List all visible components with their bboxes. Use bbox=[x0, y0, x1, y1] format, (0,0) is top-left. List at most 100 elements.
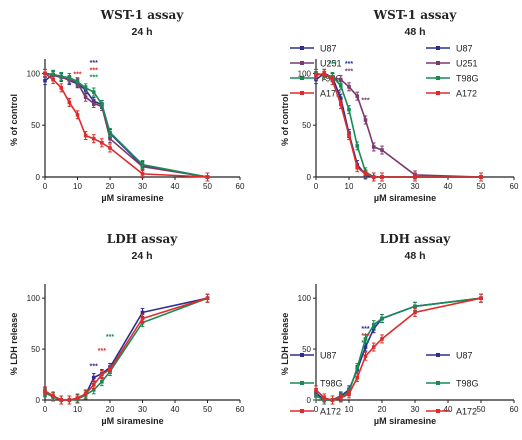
chart-title: LDH assay bbox=[107, 232, 178, 246]
data-point bbox=[51, 72, 55, 77]
data-point bbox=[91, 101, 96, 106]
series-line bbox=[44, 297, 208, 401]
data-point bbox=[100, 379, 104, 384]
x-tick-label: 60 bbox=[510, 405, 519, 414]
data-point bbox=[91, 136, 96, 141]
data-point bbox=[347, 85, 351, 89]
chart-panel-2: WST-1 assay 48 h 0 10 20 30 40 50 60 0 50 100 µM sir… bbox=[280, 8, 519, 203]
legend-item-t98g: T98G bbox=[290, 379, 343, 389]
legend-swatch-marker bbox=[300, 76, 304, 80]
data-point bbox=[43, 78, 47, 83]
data-point bbox=[355, 365, 360, 370]
significance-annotation: *** bbox=[361, 333, 369, 340]
data-point bbox=[67, 75, 72, 80]
data-point bbox=[355, 94, 360, 98]
significance-annotation: *** bbox=[106, 334, 114, 341]
data-point bbox=[338, 102, 343, 107]
data-point bbox=[347, 392, 351, 396]
chart-subtitle: 24 h bbox=[131, 250, 152, 262]
chart-panel-1: WST-1 assay 24 h 0 10 20 30 40 50 60 0 50 100 µM sir… bbox=[9, 8, 343, 203]
data-point bbox=[67, 398, 72, 402]
legend-label: U87 bbox=[456, 351, 473, 361]
legend-label: U251 bbox=[320, 59, 342, 69]
x-tick-label: 60 bbox=[236, 405, 245, 414]
legend-label: U87 bbox=[456, 44, 473, 54]
x-tick-label: 0 bbox=[314, 182, 319, 191]
legend-item-a172: A172 bbox=[290, 407, 341, 417]
x-tick-label: 40 bbox=[171, 182, 180, 191]
data-point bbox=[83, 133, 88, 138]
legend-item-a172: A172 bbox=[426, 407, 477, 417]
y-tick-label: 100 bbox=[298, 69, 312, 78]
data-point bbox=[108, 367, 112, 372]
series-a172 bbox=[43, 293, 210, 405]
legend-item-a172: A172 bbox=[290, 89, 341, 99]
chart-title: WST-1 assay bbox=[100, 8, 185, 22]
significance-annotation: *** bbox=[361, 97, 369, 104]
data-point bbox=[67, 100, 72, 105]
data-point bbox=[43, 389, 47, 393]
y-axis-label: % of control bbox=[280, 94, 290, 146]
x-tick-label: 0 bbox=[43, 405, 48, 414]
data-point bbox=[347, 107, 351, 112]
x-tick-label: 10 bbox=[345, 405, 354, 414]
series-t98g bbox=[43, 68, 210, 182]
legend-swatch-marker bbox=[436, 409, 440, 413]
data-point bbox=[59, 86, 64, 90]
series-line bbox=[44, 72, 208, 178]
x-tick-label: 40 bbox=[444, 182, 453, 191]
data-point bbox=[59, 398, 64, 402]
data-point bbox=[108, 130, 112, 135]
x-axis-label: µM siramesine bbox=[101, 193, 163, 203]
legend-swatch-marker bbox=[300, 381, 304, 385]
legend-swatch-marker bbox=[436, 76, 440, 80]
y-tick-label: 100 bbox=[27, 294, 41, 303]
data-point bbox=[100, 102, 104, 107]
y-tick-label: 0 bbox=[36, 396, 41, 405]
series-u87 bbox=[43, 69, 210, 182]
data-point bbox=[314, 394, 318, 398]
legend-item-u87: U87 bbox=[290, 351, 337, 361]
series-a172 bbox=[314, 68, 483, 182]
data-point bbox=[91, 90, 96, 94]
data-point bbox=[205, 175, 210, 179]
data-point bbox=[338, 77, 343, 82]
data-point bbox=[59, 74, 64, 79]
data-point bbox=[91, 382, 96, 387]
data-point bbox=[140, 172, 145, 176]
data-point bbox=[83, 392, 88, 396]
legend-item-t98g: T98G bbox=[426, 74, 479, 84]
series-u87 bbox=[43, 293, 210, 405]
series-u251 bbox=[43, 68, 210, 182]
x-tick-label: 10 bbox=[73, 182, 82, 191]
data-point bbox=[75, 396, 80, 400]
data-point bbox=[355, 375, 360, 380]
data-point bbox=[75, 79, 80, 84]
x-tick-label: 10 bbox=[345, 182, 354, 191]
chart-panel-3: LDH assay 24 h 0 10 20 30 40 50 60 0 50 100 µM siram… bbox=[9, 232, 343, 426]
legend-label: U87 bbox=[320, 44, 337, 54]
x-tick-label: 20 bbox=[378, 182, 387, 191]
legend-label: A172 bbox=[456, 89, 477, 99]
significance-annotation: *** bbox=[345, 61, 353, 68]
x-tick-label: 50 bbox=[477, 405, 486, 414]
data-point bbox=[108, 136, 112, 141]
data-point bbox=[314, 73, 318, 78]
significance-annotation: *** bbox=[345, 68, 353, 75]
series-t98g bbox=[43, 293, 210, 405]
data-point bbox=[75, 113, 80, 117]
y-tick-label: 50 bbox=[302, 121, 311, 130]
data-point bbox=[338, 396, 343, 400]
data-point bbox=[363, 337, 368, 341]
series-t98g bbox=[314, 68, 483, 182]
legend-item-u251: U251 bbox=[290, 59, 342, 69]
data-point bbox=[51, 77, 55, 82]
legend-swatch-marker bbox=[300, 353, 304, 357]
legend-label: T98G bbox=[320, 379, 343, 389]
y-tick-label: 0 bbox=[307, 396, 312, 405]
significance-annotation: *** bbox=[361, 326, 369, 333]
y-axis-label: % of control bbox=[9, 94, 19, 146]
legend-swatch-marker bbox=[436, 381, 440, 385]
chart-title: WST-1 assay bbox=[373, 8, 458, 22]
